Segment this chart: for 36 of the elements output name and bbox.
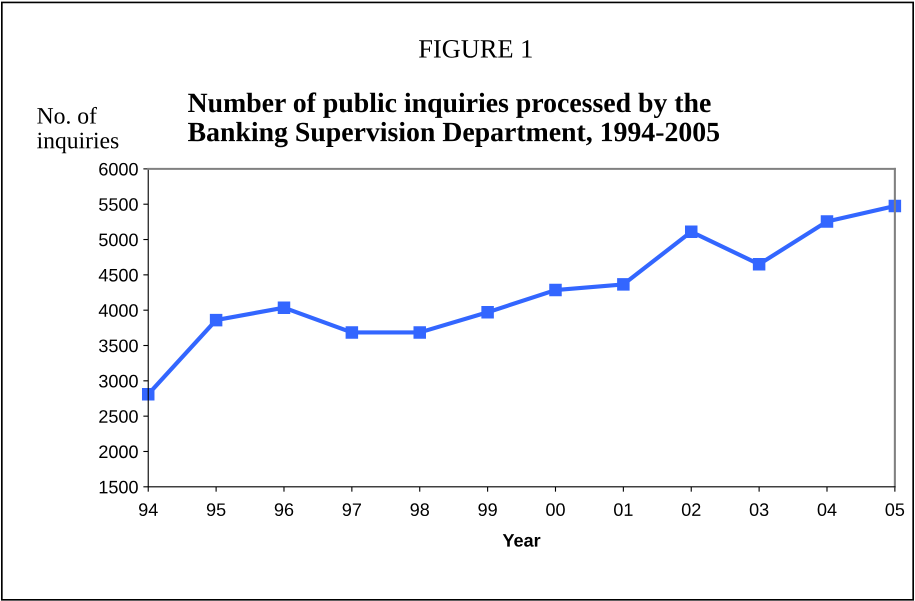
- y-axis-title: No. of inquiries: [37, 106, 118, 154]
- y-tick-label: 3500: [99, 339, 138, 352]
- x-tick-label: 03: [750, 503, 768, 516]
- y-tick-label: 6000: [99, 162, 138, 176]
- point: [617, 278, 630, 291]
- y-tick-label: 5000: [99, 233, 138, 246]
- x-tick-label: 00: [546, 503, 565, 516]
- y-tick-label: 4000: [98, 304, 138, 317]
- chart-title: Number of public inquiries processed by the Banking Supervision Department, 1994-2005: [188, 92, 720, 148]
- x-axis-title: Year: [502, 534, 540, 547]
- x-tick-label: 02: [682, 503, 700, 516]
- x-tick-label: 97: [342, 503, 361, 516]
- y-tick-label: 4500: [98, 268, 138, 282]
- y-tick-label: 3000: [99, 374, 138, 388]
- x-tick-label: 05: [886, 503, 904, 516]
- point: [549, 284, 562, 296]
- point: [346, 326, 358, 339]
- point: [820, 215, 834, 228]
- point: [684, 226, 698, 238]
- point: [278, 301, 290, 314]
- x-tick-label: 98: [410, 503, 429, 516]
- point: [752, 258, 766, 271]
- point: [413, 326, 426, 339]
- x-tick-label: 94: [139, 503, 158, 516]
- x-tick-label: 96: [274, 503, 294, 516]
- y-tick-label: 2500: [99, 410, 138, 423]
- point: [210, 314, 222, 326]
- x-tick-label: 99: [478, 503, 497, 516]
- x-tick-label: 95: [206, 503, 226, 516]
- point: [481, 306, 494, 319]
- y-tick-label: 5500: [99, 198, 138, 211]
- y-tick-label: 1500: [100, 480, 138, 494]
- x-tick-label: 01: [614, 503, 633, 516]
- y-tick-label: 2000: [99, 445, 138, 458]
- x-tick-label: 04: [818, 503, 837, 516]
- caption: FIGURE 1: [419, 40, 532, 58]
